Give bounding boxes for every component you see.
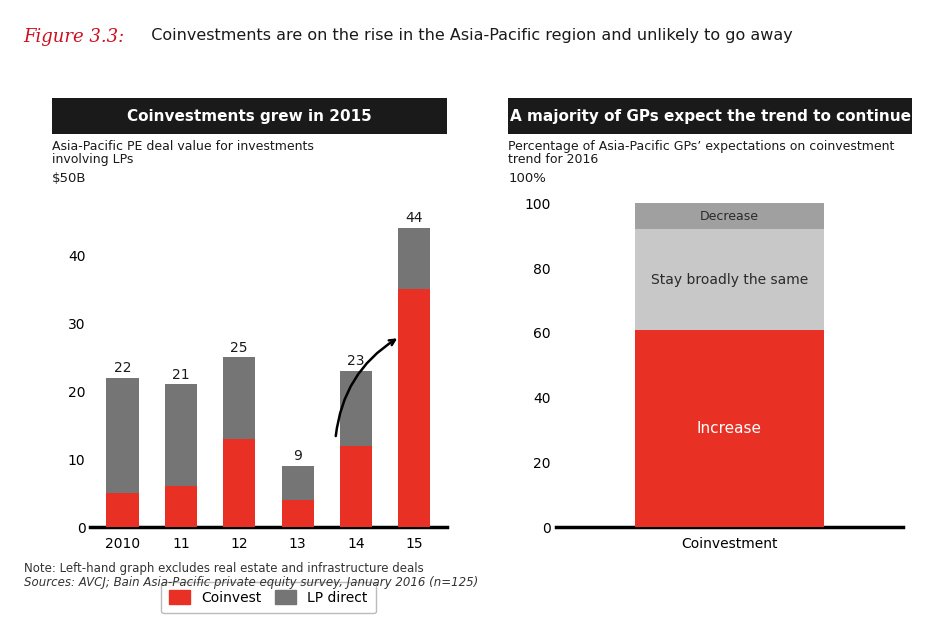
Bar [635, 329, 824, 527]
Bar [164, 384, 197, 487]
Bar [340, 446, 372, 527]
Text: 21: 21 [172, 368, 190, 382]
Bar [340, 371, 372, 446]
Text: Asia-Pacific PE deal value for investments: Asia-Pacific PE deal value for investmen… [52, 140, 314, 154]
Text: Increase: Increase [696, 421, 762, 436]
Bar [223, 357, 256, 439]
Legend: Coinvest, LP direct: Coinvest, LP direct [161, 582, 376, 613]
Text: trend for 2016: trend for 2016 [508, 153, 598, 166]
Text: 100%: 100% [508, 172, 546, 185]
Text: Figure 3.3:: Figure 3.3: [24, 28, 125, 46]
Bar [281, 500, 314, 527]
Text: 22: 22 [114, 361, 131, 375]
Bar [398, 228, 430, 290]
Text: involving LPs: involving LPs [52, 153, 134, 166]
Text: Coinvestments are on the rise in the Asia-Pacific region and unlikely to go away: Coinvestments are on the rise in the Asi… [141, 28, 792, 43]
Bar [281, 466, 314, 500]
Text: Stay broadly the same: Stay broadly the same [651, 273, 807, 286]
Text: Sources: AVCJ; Bain Asia-Pacific private equity survey, January 2016 (n=125): Sources: AVCJ; Bain Asia-Pacific private… [24, 576, 478, 589]
Bar [635, 203, 824, 229]
Bar [635, 229, 824, 329]
Text: Decrease: Decrease [699, 210, 759, 223]
Text: 44: 44 [406, 212, 423, 225]
Bar [398, 290, 430, 527]
Text: A majority of GPs expect the trend to continue: A majority of GPs expect the trend to co… [509, 109, 911, 124]
Text: $50B: $50B [52, 172, 86, 185]
Text: 25: 25 [231, 341, 248, 354]
Bar [223, 439, 256, 527]
Text: 9: 9 [294, 449, 302, 464]
Text: 23: 23 [347, 354, 365, 368]
Text: Note: Left-hand graph excludes real estate and infrastructure deals: Note: Left-hand graph excludes real esta… [24, 562, 424, 575]
Bar [106, 378, 139, 493]
Text: Percentage of Asia-Pacific GPs’ expectations on coinvestment: Percentage of Asia-Pacific GPs’ expectat… [508, 140, 895, 154]
Bar [164, 487, 197, 527]
Bar [106, 493, 139, 527]
Text: Coinvestments grew in 2015: Coinvestments grew in 2015 [127, 109, 371, 124]
